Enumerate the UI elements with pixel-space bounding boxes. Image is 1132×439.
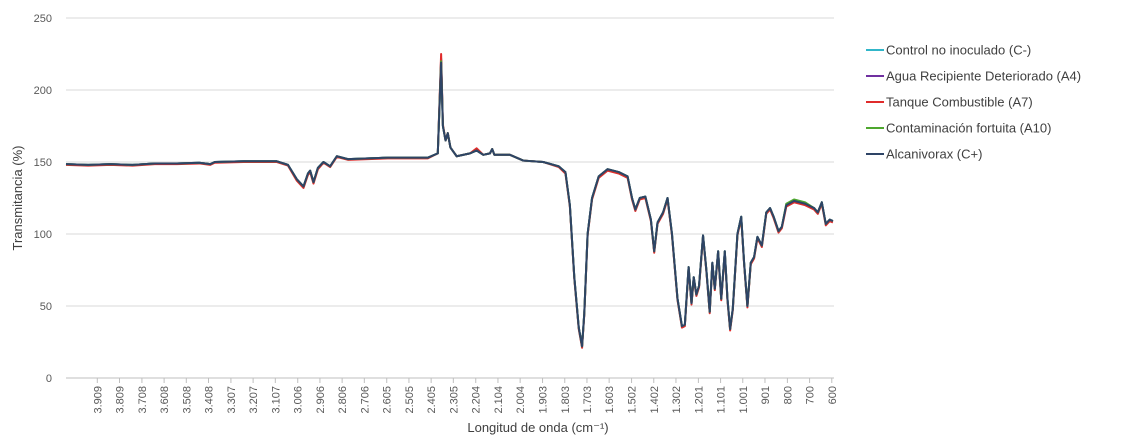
y-axis-title: Transmitancia (%)	[10, 146, 25, 251]
x-tick-label: 3.307	[226, 386, 238, 414]
series-line	[65, 61, 834, 348]
x-tick-label: 1.502	[627, 386, 639, 414]
x-tick-label: 3.909	[92, 386, 104, 414]
x-tick-label: 2.605	[382, 386, 394, 414]
x-tick-label: 2.505	[404, 386, 416, 414]
x-tick-label: 1.803	[560, 386, 572, 414]
x-tick-label: 901	[760, 386, 772, 404]
y-tick-label: 200	[34, 85, 52, 97]
y-tick-label: 150	[34, 157, 52, 169]
x-tick-label: 1.903	[538, 386, 550, 414]
x-tick-label: 2.204	[471, 386, 483, 414]
series-line	[65, 60, 834, 348]
series-line	[65, 57, 834, 348]
x-tick-label: 1.101	[716, 386, 728, 414]
y-tick-label: 250	[34, 13, 52, 25]
x-tick-label: 2.906	[315, 386, 327, 414]
x-tick-label: 1.001	[738, 386, 750, 414]
x-tick-label: 800	[782, 386, 794, 404]
x-tick-label: 3.107	[270, 386, 282, 414]
x-tick-label: 1.603	[604, 386, 616, 414]
x-tick-label: 3.708	[137, 386, 149, 414]
legend-label: Tanque Combustible (A7)	[886, 95, 1033, 110]
series-line	[65, 58, 834, 348]
x-tick-label: 3.408	[204, 386, 216, 414]
x-axis-title: Longitud de onda (cm⁻¹)	[467, 420, 608, 435]
y-tick-label: 50	[40, 301, 52, 313]
x-tick-label: 2.806	[337, 386, 349, 414]
x-tick-label: 1.302	[671, 386, 683, 414]
y-tick-label: 100	[34, 229, 52, 241]
legend-label: Control no inoculado (C-)	[886, 43, 1031, 58]
legend-label: Alcanivorax (C+)	[886, 147, 982, 162]
x-tick-label: 3.608	[159, 386, 171, 414]
x-tick-label: 2.706	[359, 386, 371, 414]
series-line	[65, 53, 834, 349]
legend-label: Agua Recipiente Deteriorado (A4)	[886, 69, 1081, 84]
x-tick-label: 2.004	[515, 386, 527, 414]
x-tick-label: 2.104	[493, 386, 505, 414]
x-tick-label: 600	[827, 386, 839, 404]
x-tick-label: 2.405	[426, 386, 438, 414]
x-tick-label: 1.402	[649, 386, 661, 414]
x-tick-label: 700	[805, 386, 817, 404]
x-tick-label: 3.508	[181, 386, 193, 414]
x-tick-label: 3.809	[114, 386, 126, 414]
x-tick-label: 1.703	[582, 386, 594, 414]
x-tick-label: 3.006	[293, 386, 305, 414]
x-tick-label: 3.207	[248, 386, 260, 414]
x-tick-label: 2.305	[448, 386, 460, 414]
x-tick-label: 1.201	[693, 386, 705, 414]
y-tick-label: 0	[46, 373, 52, 385]
legend-label: Contaminación fortuita (A10)	[886, 121, 1051, 136]
